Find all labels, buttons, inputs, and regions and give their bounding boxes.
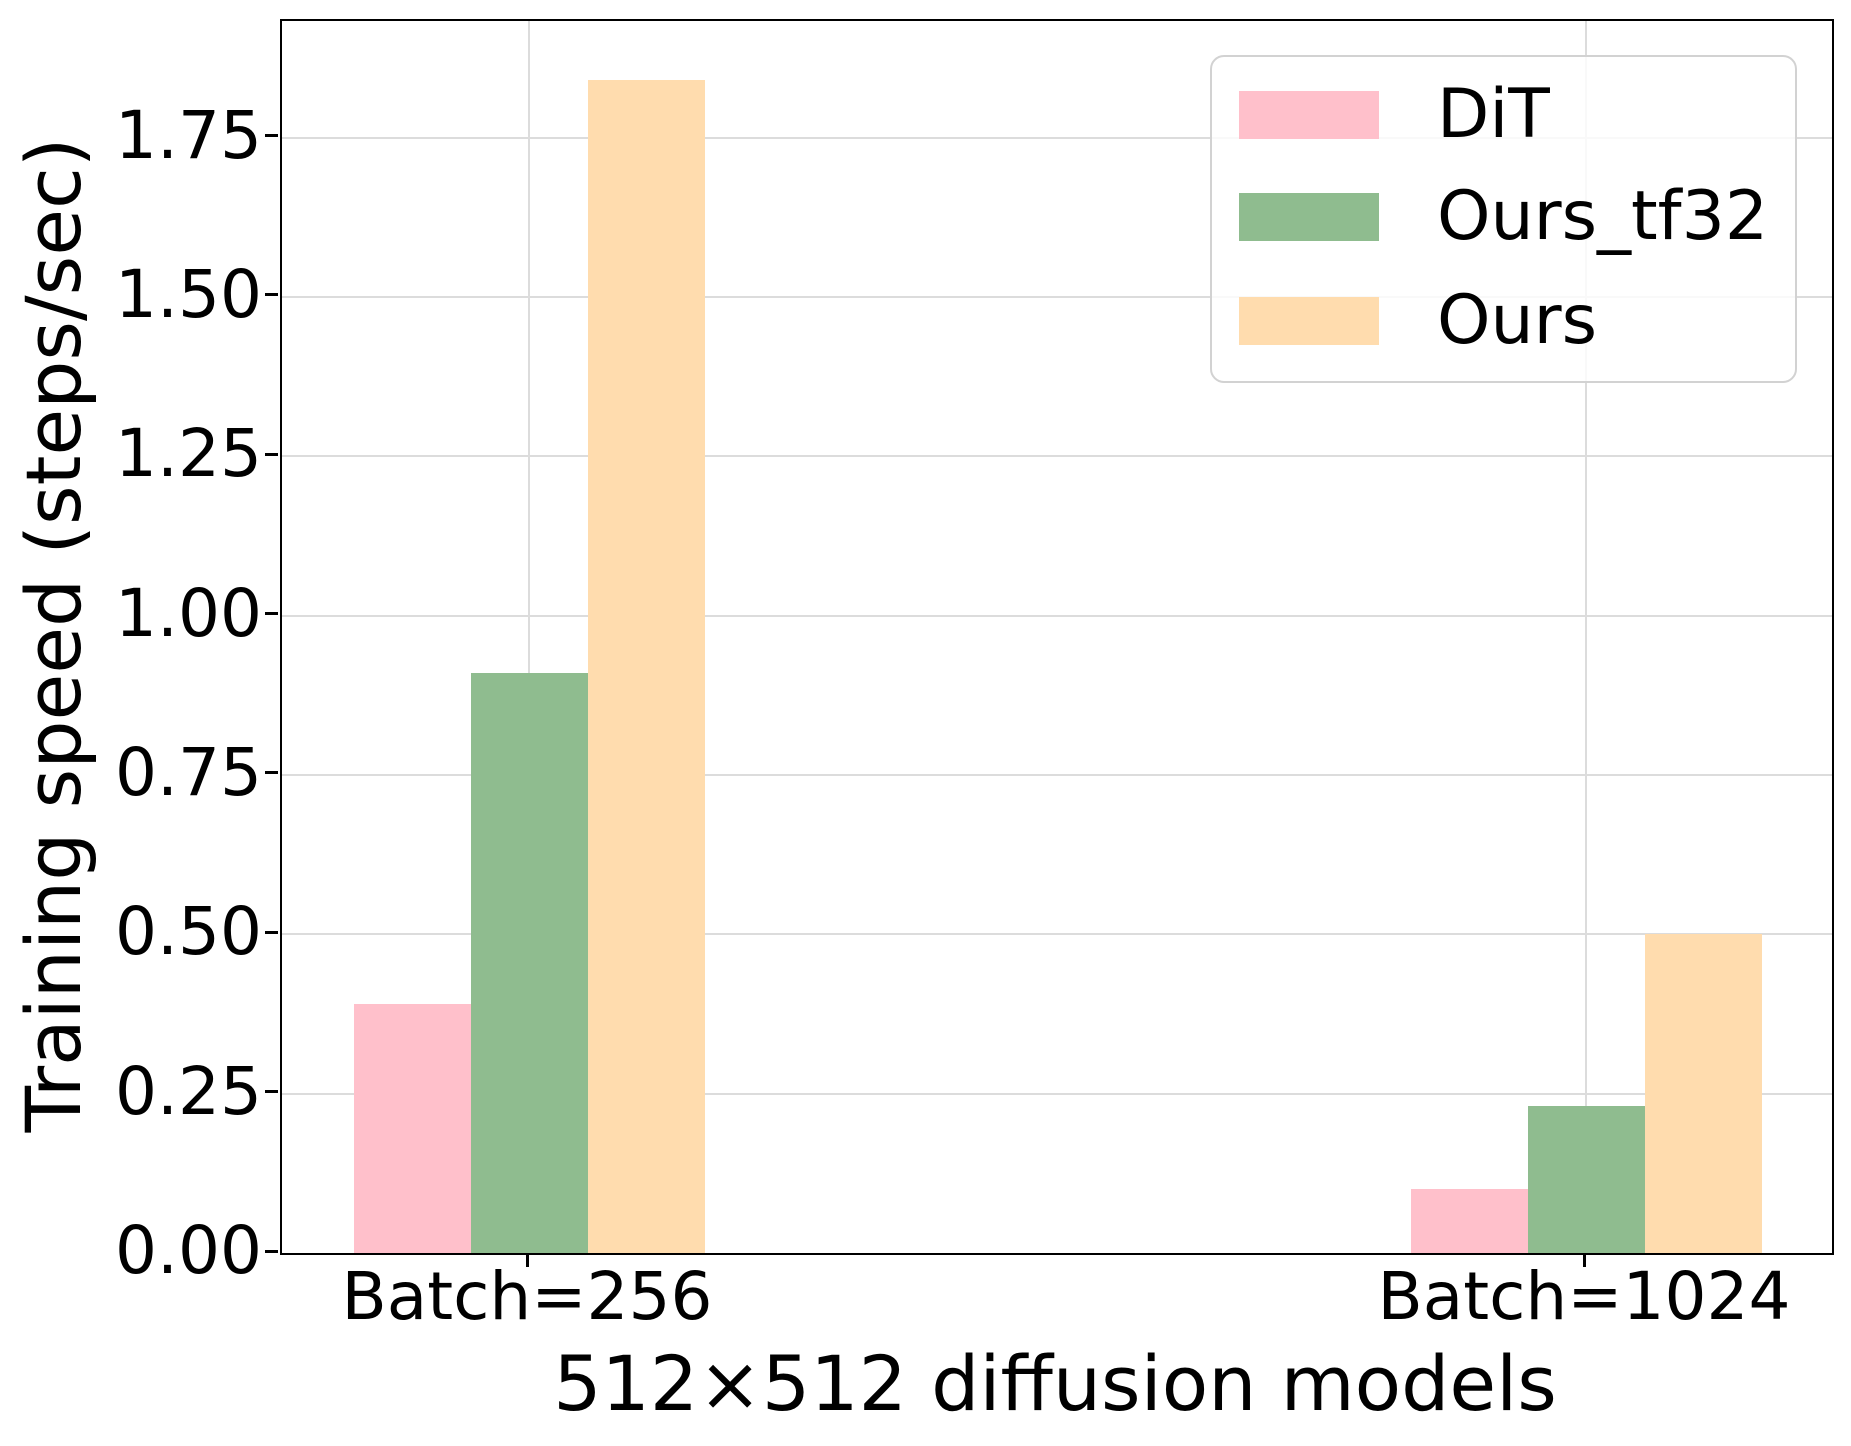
- x-tick-label: Batch=1024: [1377, 1258, 1791, 1335]
- y-tick-label: 0.25: [115, 1052, 262, 1130]
- legend-label-ours: Ours: [1437, 281, 1598, 360]
- bar-ours-batch-1024: [1644, 934, 1762, 1253]
- y-gridline: [282, 933, 1832, 936]
- legend-label-dit: DiT: [1437, 75, 1550, 154]
- x-axis-title: 512×512 diffusion models: [553, 1339, 1557, 1428]
- legend: DiT Ours_tf32 Ours: [1210, 55, 1797, 383]
- x-tick-mark: [1582, 1253, 1586, 1267]
- legend-label-ours-tf32: Ours_tf32: [1437, 177, 1769, 256]
- legend-item-dit: DiT: [1212, 75, 1795, 154]
- y-gridline: [282, 136, 1832, 139]
- y-gridline: [282, 773, 1832, 776]
- y-tick-label: 1.75: [115, 96, 262, 174]
- x-tick-label: Batch=256: [341, 1258, 713, 1335]
- y-tick-label: 1.50: [115, 255, 262, 333]
- legend-item-ours-tf32: Ours_tf32: [1212, 177, 1795, 256]
- y-tick-label: 0.00: [115, 1212, 262, 1289]
- y-tick-label: 0.50: [115, 893, 262, 971]
- y-tick-mark: [265, 293, 278, 297]
- legend-swatch-dit: [1239, 91, 1379, 139]
- y-tick-mark: [265, 930, 278, 934]
- bar-ours-tf32-batch-1024: [1527, 1106, 1645, 1253]
- y-gridline: [282, 455, 1832, 458]
- x-gridline: [1585, 21, 1587, 1253]
- legend-item-ours: Ours: [1212, 281, 1795, 360]
- y-tick-mark: [265, 452, 278, 456]
- y-tick-mark: [265, 612, 278, 616]
- bar-dit-batch-1024: [1410, 1189, 1528, 1253]
- y-tick-mark: [265, 1249, 278, 1253]
- y-tick-label: 0.75: [115, 733, 262, 811]
- y-tick-mark: [265, 1090, 278, 1094]
- x-gridline: [528, 21, 530, 1253]
- plot-area: DiT Ours_tf32 Ours: [280, 19, 1834, 1255]
- bar-ours-tf32-batch-256: [470, 673, 588, 1253]
- x-tick-mark: [525, 1253, 529, 1267]
- y-gridline: [282, 614, 1832, 617]
- legend-swatch-ours-tf32: [1239, 193, 1379, 241]
- y-gridline: [282, 1092, 1832, 1095]
- y-gridline: [282, 295, 1832, 298]
- bar-dit-batch-256: [353, 1004, 471, 1253]
- y-tick-label: 1.00: [115, 574, 262, 652]
- y-tick-label: 1.25: [115, 415, 262, 493]
- legend-swatch-ours: [1239, 297, 1379, 345]
- y-tick-mark: [265, 771, 278, 775]
- bar-ours-batch-256: [587, 80, 705, 1253]
- y-tick-mark: [265, 134, 278, 138]
